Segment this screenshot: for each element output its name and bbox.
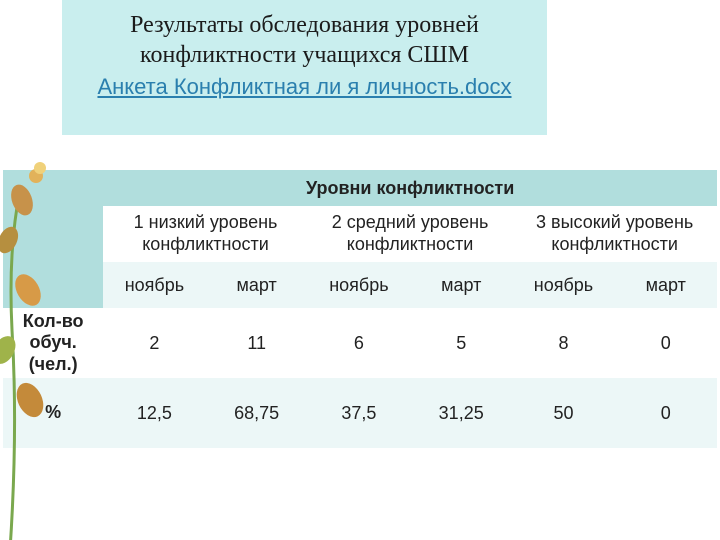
month-header: ноябрь bbox=[103, 262, 205, 308]
month-header: март bbox=[410, 262, 512, 308]
level-3-header: 3 высокий уровень конфликтности bbox=[512, 206, 717, 262]
cell: 0 bbox=[615, 378, 717, 448]
cell: 11 bbox=[206, 308, 308, 378]
month-header: ноябрь bbox=[308, 262, 410, 308]
level-2-header: 2 средний уровень конфликтности bbox=[308, 206, 513, 262]
title-line-2: конфликтности учащихся СШМ bbox=[140, 42, 469, 68]
level-1-header: 1 низкий уровень конфликтности bbox=[103, 206, 308, 262]
cell: 0 bbox=[615, 308, 717, 378]
cell: 5 bbox=[410, 308, 512, 378]
table-top-header: Уровни конфликтности bbox=[103, 170, 717, 206]
month-header: март bbox=[615, 262, 717, 308]
cell: 31,25 bbox=[410, 378, 512, 448]
title-block: Результаты обследования уровней конфликт… bbox=[62, 0, 547, 135]
row-label-percent: % bbox=[3, 378, 103, 448]
slide-title: Результаты обследования уровней конфликт… bbox=[72, 10, 537, 70]
row-label-count: Кол-во обуч. (чел.) bbox=[3, 308, 103, 378]
month-header: ноябрь bbox=[512, 262, 614, 308]
month-header: март bbox=[206, 262, 308, 308]
results-table: Уровни конфликтности 1 низкий уровень ко… bbox=[3, 170, 717, 448]
cell: 2 bbox=[103, 308, 205, 378]
cell: 37,5 bbox=[308, 378, 410, 448]
cell: 8 bbox=[512, 308, 614, 378]
table-corner-blank bbox=[3, 170, 103, 308]
document-link[interactable]: Анкета Конфликтная ли я личность.docx bbox=[72, 74, 537, 100]
cell: 12,5 bbox=[103, 378, 205, 448]
cell: 50 bbox=[512, 378, 614, 448]
title-line-1: Результаты обследования уровней bbox=[130, 12, 479, 38]
cell: 6 bbox=[308, 308, 410, 378]
cell: 68,75 bbox=[206, 378, 308, 448]
